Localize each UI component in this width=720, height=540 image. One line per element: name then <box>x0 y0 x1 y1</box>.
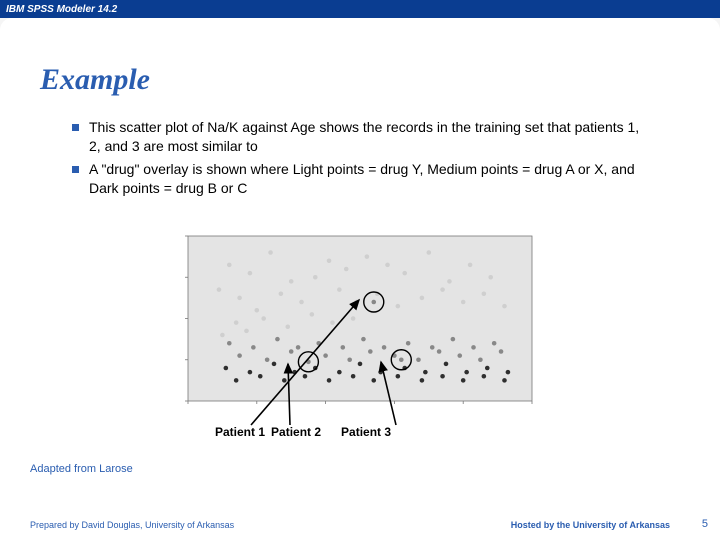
patient-labels: Patient 1 Patient 2 Patient 3 <box>215 425 391 439</box>
footer-left: Prepared by David Douglas, University of… <box>30 520 234 530</box>
slide-title: Example <box>40 63 150 97</box>
patient-label: Patient 2 <box>271 425 321 439</box>
footer-right: Hosted by the University of Arkansas <box>511 520 670 530</box>
bullet-text: A "drug" overlay is shown where Light po… <box>89 160 652 198</box>
patient-label: Patient 3 <box>341 425 391 439</box>
bullet-item: This scatter plot of Na/K against Age sh… <box>72 118 652 156</box>
slide-body: Example This scatter plot of Na/K agains… <box>0 18 720 540</box>
bullet-marker-icon <box>72 166 79 173</box>
adapted-note: Adapted from Larose <box>30 463 133 475</box>
product-name: IBM SPSS Modeler 14.2 <box>6 4 117 15</box>
bullet-marker-icon <box>72 124 79 131</box>
patient-label: Patient 1 <box>215 425 265 439</box>
page-number: 5 <box>702 518 708 530</box>
bullet-text: This scatter plot of Na/K against Age sh… <box>89 118 652 156</box>
product-header: IBM SPSS Modeler 14.2 <box>0 0 720 18</box>
bullet-list: This scatter plot of Na/K against Age sh… <box>72 118 652 202</box>
bullet-item: A "drug" overlay is shown where Light po… <box>72 160 652 198</box>
annotation-arrows <box>160 228 540 438</box>
